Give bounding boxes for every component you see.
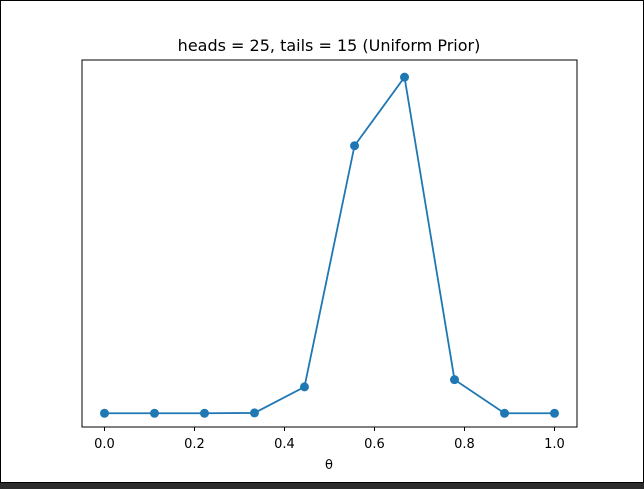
x-tick-label: 0.8 <box>454 437 475 452</box>
data-points <box>100 72 559 418</box>
chart-title: heads = 25, tails = 15 (Uniform Prior) <box>178 36 481 55</box>
x-axis-ticks: 0.0 0.2 0.4 0.6 0.8 1.0 <box>94 427 565 452</box>
plot-area <box>81 59 578 428</box>
data-point <box>500 408 510 418</box>
x-tick-label: 1.0 <box>544 437 565 452</box>
x-axis-label: θ <box>325 458 333 473</box>
data-point <box>450 375 460 385</box>
data-point <box>249 408 259 418</box>
x-tick-label: 0.2 <box>184 437 205 452</box>
x-tick-label: 0.6 <box>364 437 385 452</box>
x-tick-label: 0.4 <box>274 437 295 452</box>
data-point <box>350 141 360 151</box>
series-line <box>104 74 555 415</box>
data-point <box>100 408 109 418</box>
data-point <box>299 382 309 392</box>
window-bottom-edge <box>0 483 644 489</box>
data-point <box>199 408 209 418</box>
data-point <box>149 408 159 418</box>
x-tick-label: 0.0 <box>94 437 115 452</box>
data-point <box>550 408 559 418</box>
data-point <box>400 72 410 82</box>
